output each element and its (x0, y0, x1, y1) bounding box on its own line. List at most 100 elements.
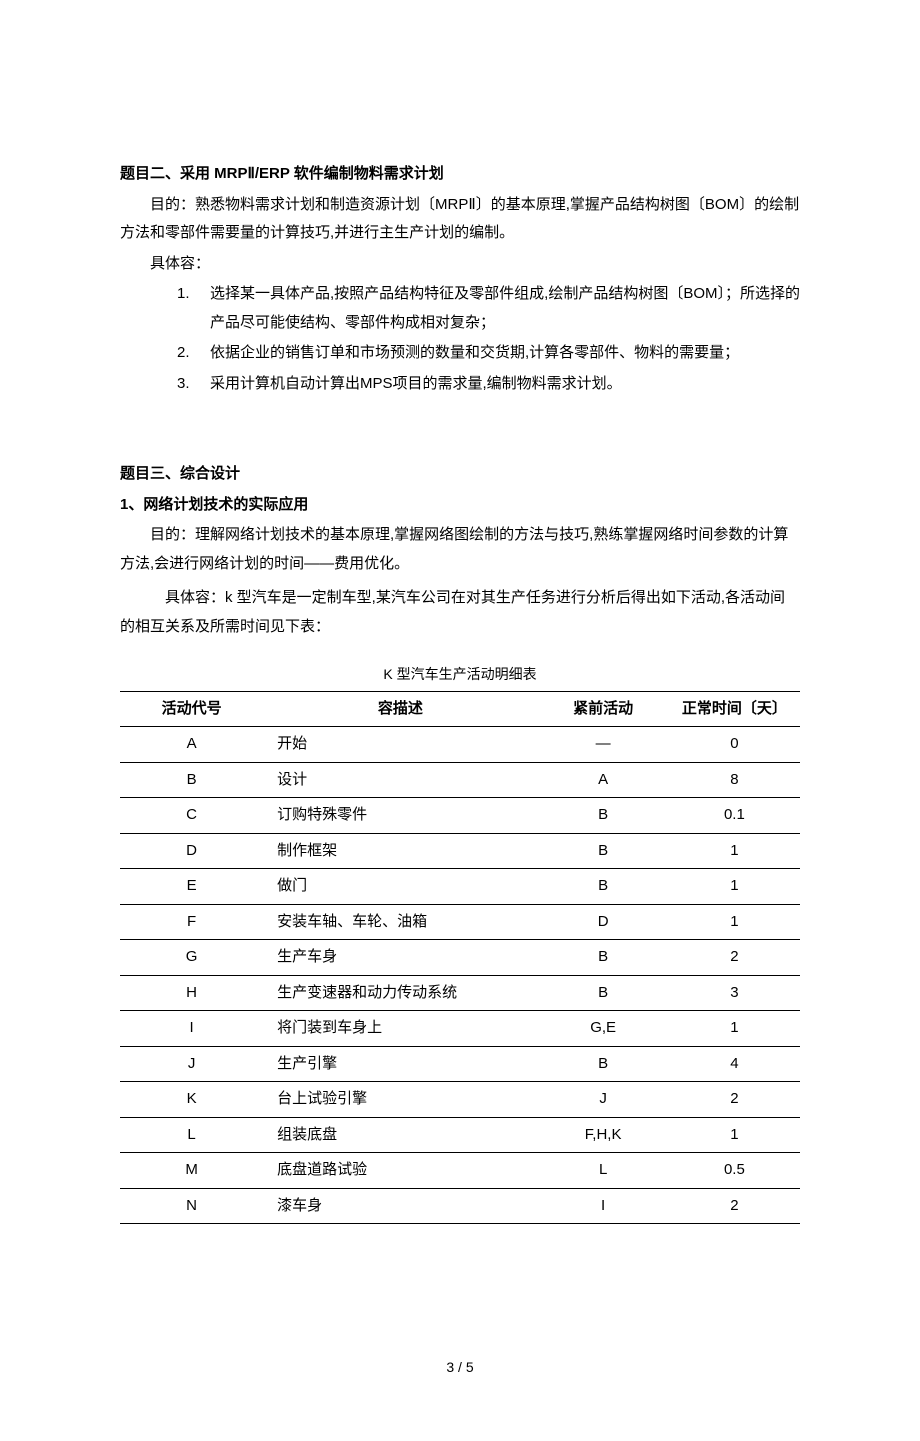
activity-time: 0.1 (669, 798, 800, 834)
section3-subheading: 1、网络计划技术的实际应用 (120, 491, 800, 520)
activity-code: G (120, 940, 263, 976)
activity-time: 2 (669, 1082, 800, 1118)
activity-pred: B (538, 833, 669, 869)
activity-code: J (120, 1046, 263, 1082)
list-item: 3. 采用计算机自动计算出MPS项目的需求量,编制物料需求计划。 (177, 370, 800, 399)
activity-code: M (120, 1153, 263, 1189)
activity-desc: 生产引擎 (263, 1046, 537, 1082)
purpose-text: 理解网络计划技术的基本原理,掌握网络图绘制的方法与技巧,熟练掌握网络时间参数的计… (120, 526, 788, 572)
table-header-row: 活动代号 容描述 紧前活动 正常时间〔天〕 (120, 691, 800, 727)
purpose-text: 熟悉物料需求计划和制造资源计划〔MRPⅡ〕的基本原理,掌握产品结构树图〔BOM〕… (120, 196, 799, 242)
activity-pred: B (538, 1046, 669, 1082)
activity-time: 2 (669, 940, 800, 976)
list-text: 采用计算机自动计算出MPS项目的需求量,编制物料需求计划。 (210, 370, 800, 399)
activity-time: 1 (669, 1011, 800, 1047)
page-footer: 3 / 5 (120, 1354, 800, 1381)
activity-code: D (120, 833, 263, 869)
activity-pred: B (538, 798, 669, 834)
content-label: 具体容： (165, 589, 225, 606)
activity-desc: 台上试验引擎 (263, 1082, 537, 1118)
list-item: 1. 选择某一具体产品,按照产品结构特征及零部件组成,绘制产品结构树图〔BOM〕… (177, 280, 800, 337)
activity-desc: 漆车身 (263, 1188, 537, 1224)
activity-pred: D (538, 904, 669, 940)
activity-code: B (120, 762, 263, 798)
activity-desc: 安装车轴、车轮、油箱 (263, 904, 537, 940)
activity-desc: 设计 (263, 762, 537, 798)
table-row: B设计A8 (120, 762, 800, 798)
activity-desc: 开始 (263, 727, 537, 763)
activity-pred: B (538, 869, 669, 905)
section2-list: 1. 选择某一具体产品,按照产品结构特征及零部件组成,绘制产品结构树图〔BOM〕… (120, 280, 800, 398)
list-num: 2. (177, 339, 210, 368)
table-row: F安装车轴、车轮、油箱D1 (120, 904, 800, 940)
activity-pred: J (538, 1082, 669, 1118)
activity-desc: 做门 (263, 869, 537, 905)
activity-code: N (120, 1188, 263, 1224)
activity-code: K (120, 1082, 263, 1118)
table-row: G生产车身B2 (120, 940, 800, 976)
activity-desc: 组装底盘 (263, 1117, 537, 1153)
table-header: 正常时间〔天〕 (669, 691, 800, 727)
table-row: A开始—0 (120, 727, 800, 763)
activity-code: C (120, 798, 263, 834)
section2-purpose: 目的：熟悉物料需求计划和制造资源计划〔MRPⅡ〕的基本原理,掌握产品结构树图〔B… (120, 191, 800, 248)
section2-content-label: 具体容： (120, 250, 800, 279)
table-row: N漆车身I2 (120, 1188, 800, 1224)
activity-code: L (120, 1117, 263, 1153)
activity-code: E (120, 869, 263, 905)
table-header: 容描述 (263, 691, 537, 727)
activity-desc: 订购特殊零件 (263, 798, 537, 834)
activity-desc: 生产变速器和动力传动系统 (263, 975, 537, 1011)
activity-time: 8 (669, 762, 800, 798)
activity-code: I (120, 1011, 263, 1047)
table-row: C订购特殊零件B0.1 (120, 798, 800, 834)
activity-time: 0.5 (669, 1153, 800, 1189)
list-text: 选择某一具体产品,按照产品结构特征及零部件组成,绘制产品结构树图〔BOM〕；所选… (210, 280, 800, 337)
list-num: 3. (177, 370, 210, 399)
activity-pred: B (538, 975, 669, 1011)
list-item: 2. 依据企业的销售订单和市场预测的数量和交货期,计算各零部件、物料的需要量； (177, 339, 800, 368)
table-row: I将门装到车身上G,E1 (120, 1011, 800, 1047)
table-header: 活动代号 (120, 691, 263, 727)
activity-pred: — (538, 727, 669, 763)
activity-code: F (120, 904, 263, 940)
table-row: D制作框架B1 (120, 833, 800, 869)
activity-time: 2 (669, 1188, 800, 1224)
activity-time: 3 (669, 975, 800, 1011)
activity-time: 1 (669, 904, 800, 940)
activity-pred: G,E (538, 1011, 669, 1047)
purpose-label: 目的： (150, 196, 195, 213)
activity-code: H (120, 975, 263, 1011)
table-row: H生产变速器和动力传动系统B3 (120, 975, 800, 1011)
activity-desc: 制作框架 (263, 833, 537, 869)
activity-time: 1 (669, 869, 800, 905)
section3-heading: 题目三、综合设计 (120, 460, 800, 489)
activity-pred: L (538, 1153, 669, 1189)
activity-time: 0 (669, 727, 800, 763)
table-row: E做门B1 (120, 869, 800, 905)
table-row: M底盘道路试验L0.5 (120, 1153, 800, 1189)
section3-content: 具体容：k 型汽车是一定制车型,某汽车公司在对其生产任务进行分析后得出如下活动,… (120, 584, 800, 641)
table-row: K台上试验引擎J2 (120, 1082, 800, 1118)
activity-time: 1 (669, 1117, 800, 1153)
activity-pred: B (538, 940, 669, 976)
activity-pred: F,H,K (538, 1117, 669, 1153)
table-row: J生产引擎B4 (120, 1046, 800, 1082)
activity-desc: 将门装到车身上 (263, 1011, 537, 1047)
purpose-label: 目的： (150, 526, 195, 543)
activity-code: A (120, 727, 263, 763)
list-num: 1. (177, 280, 210, 337)
activity-time: 1 (669, 833, 800, 869)
activity-desc: 底盘道路试验 (263, 1153, 537, 1189)
activity-pred: A (538, 762, 669, 798)
activity-table: 活动代号 容描述 紧前活动 正常时间〔天〕 A开始—0B设计A8C订购特殊零件B… (120, 691, 800, 1225)
activity-desc: 生产车身 (263, 940, 537, 976)
table-caption: K 型汽车生产活动明细表 (120, 661, 800, 688)
activity-time: 4 (669, 1046, 800, 1082)
table-header: 紧前活动 (538, 691, 669, 727)
section2-heading: 题目二、采用 MRPⅡ/ERP 软件编制物料需求计划 (120, 160, 800, 189)
activity-pred: I (538, 1188, 669, 1224)
table-row: L组装底盘F,H,K1 (120, 1117, 800, 1153)
list-text: 依据企业的销售订单和市场预测的数量和交货期,计算各零部件、物料的需要量； (210, 339, 800, 368)
section3-purpose: 目的：理解网络计划技术的基本原理,掌握网络图绘制的方法与技巧,熟练掌握网络时间参… (120, 521, 800, 578)
